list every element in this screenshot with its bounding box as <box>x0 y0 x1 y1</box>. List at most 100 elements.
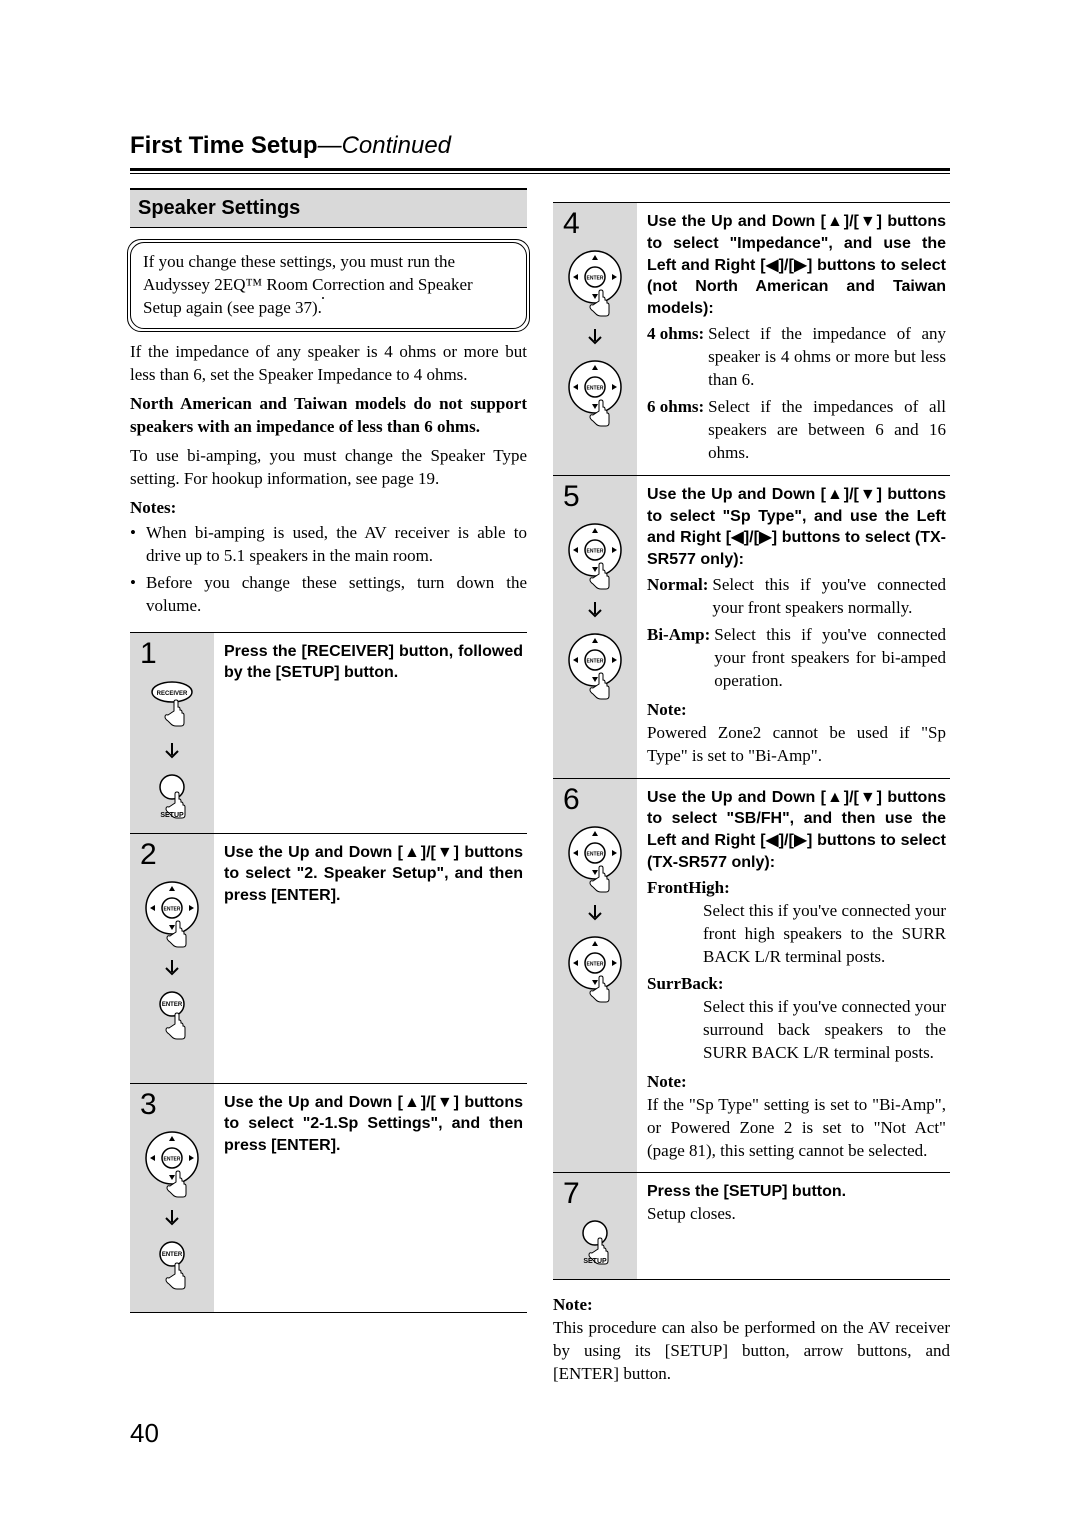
arrow-down-icon <box>565 327 625 349</box>
dpad-icon <box>142 878 202 950</box>
step-number: 7 <box>563 1179 580 1209</box>
dpad-icon <box>565 630 625 702</box>
step: 1 RECEIVER SETUP Press the [RECEIVER] butto… <box>130 632 527 833</box>
step-icon-column: 1 RECEIVER SETUP <box>130 633 214 833</box>
page-title: First Time Setup—Continued <box>130 130 950 162</box>
dpad-icon <box>565 247 625 319</box>
dpad-icon <box>565 933 625 1005</box>
step-lead: Use the Up and Down [▲]/[▼] buttons to s… <box>224 842 523 907</box>
title-rule <box>130 168 950 174</box>
step-lead: Use the Up and Down [▲]/[▼] buttons to s… <box>647 787 946 873</box>
step-lead: Use the Up and Down [▲]/[▼] buttons to s… <box>647 484 946 570</box>
page-title-continued: —Continued <box>318 132 451 159</box>
dpad-icon <box>142 1128 202 1200</box>
intro-p3: To use bi-amping, you must change the Sp… <box>130 445 527 491</box>
note-bullet: When bi-amping is used, the AV receiver … <box>130 522 527 568</box>
definition-row: 6 ohms: Select if the impedances of all … <box>647 396 946 465</box>
step: 7 SETUP Press the [SETUP] button.Setup clo… <box>553 1172 950 1280</box>
step-text-column: Use the Up and Down [▲]/[▼] buttons to s… <box>637 779 950 1173</box>
step-number: 3 <box>140 1090 157 1120</box>
step-text-column: Use the Up and Down [▲]/[▼] buttons to s… <box>214 1084 527 1312</box>
svg-text:SETUP: SETUP <box>583 1258 607 1265</box>
step: 4 Use the Up and Down [▲]/[▼] buttons to … <box>553 202 950 475</box>
notes-list: When bi-amping is used, the AV receiver … <box>130 522 527 618</box>
svg-text:RECEIVER: RECEIVER <box>157 691 188 697</box>
step-lead: Use the Up and Down [▲]/[▼] buttons to s… <box>647 211 946 319</box>
notes-label: Notes: <box>130 497 527 520</box>
definition-term: Bi-Amp: <box>647 624 710 693</box>
arrow-down-icon <box>565 903 625 925</box>
definition-text: Select this if you've connected your fro… <box>712 574 946 620</box>
svg-text:SETUP: SETUP <box>160 812 184 819</box>
step-note-label: Note: <box>647 1071 946 1094</box>
arrow-down-icon <box>565 600 625 622</box>
definition-text: Select if the impedance of any speaker i… <box>708 323 946 392</box>
step-icon-column: 6 <box>553 779 637 1173</box>
dpad-icon <box>565 823 625 895</box>
setup-button-icon: SETUP <box>565 1217 625 1269</box>
definition-text: Select this if you've connected your fro… <box>647 900 946 969</box>
setup-button-icon: SETUP <box>142 771 202 823</box>
footer-note-label: Note: <box>553 1294 950 1317</box>
callout-text: If you change these settings, you must r… <box>143 252 473 317</box>
step-lead: Use the Up and Down [▲]/[▼] buttons to s… <box>224 1092 523 1157</box>
svg-text:ENTER: ENTER <box>162 1002 183 1008</box>
footer-note-text: This procedure can also be performed on … <box>553 1317 950 1386</box>
step-text-column: Use the Up and Down [▲]/[▼] buttons to s… <box>214 834 527 1083</box>
footer-note: Note: This procedure can also be perform… <box>553 1294 950 1386</box>
enter-button-icon: ENTER <box>142 988 202 1044</box>
step-note-text: Powered Zone2 cannot be used if "Sp Type… <box>647 722 946 768</box>
intro-p1: If the impedance of any speaker is 4 ohm… <box>130 341 527 387</box>
definition-row: Bi-Amp: Select this if you've connected … <box>647 624 946 693</box>
step-text-column: Use the Up and Down [▲]/[▼] buttons to s… <box>637 203 950 475</box>
dpad-icon <box>565 357 625 429</box>
step-number: 5 <box>563 482 580 512</box>
arrow-down-icon <box>142 958 202 980</box>
step-number: 2 <box>140 840 157 870</box>
definition-text: Select this if you've connected your sur… <box>647 996 946 1065</box>
left-steps: 1 RECEIVER SETUP Press the [RECEIVER] butto… <box>130 632 527 1313</box>
step-icon-column: 2 ENTER <box>130 834 214 1083</box>
step-icon-column: 4 <box>553 203 637 475</box>
step: 3 ENTER Use the Up and Down [▲]/[▼] button… <box>130 1083 527 1313</box>
dpad-icon <box>565 520 625 592</box>
step-text-column: Press the [SETUP] button.Setup closes. <box>637 1173 950 1279</box>
receiver-button-icon: RECEIVER <box>142 677 202 733</box>
step-text-column: Use the Up and Down [▲]/[▼] buttons to s… <box>637 476 950 778</box>
step-lead: Press the [SETUP] button. <box>647 1181 946 1203</box>
page-title-text: First Time Setup <box>130 132 318 159</box>
step: 5 Use the Up and Down [▲]/[▼] buttons to … <box>553 475 950 778</box>
step-text-column: Press the [RECEIVER] button, followed by… <box>214 633 527 833</box>
step-number: 4 <box>563 209 580 239</box>
page-number: 40 <box>130 1416 950 1451</box>
arrow-down-icon <box>142 741 202 763</box>
definition-term: Normal: <box>647 574 708 620</box>
right-column: 4 Use the Up and Down [▲]/[▼] buttons to … <box>553 188 950 1386</box>
step-icon-column: 3 ENTER <box>130 1084 214 1312</box>
callout-box: If you change these settings, you must r… <box>130 242 527 329</box>
definition-text: Select if the impedances of all speakers… <box>708 396 946 465</box>
step-after-text: Setup closes. <box>647 1203 946 1226</box>
definition-text: Select this if you've connected your fro… <box>714 624 946 693</box>
right-steps: 4 Use the Up and Down [▲]/[▼] buttons to … <box>553 202 950 1280</box>
definition-term: 4 ohms: <box>647 323 704 392</box>
arrow-down-icon <box>142 1208 202 1230</box>
section-header: Speaker Settings <box>130 188 527 228</box>
svg-text:ENTER: ENTER <box>162 1252 183 1258</box>
step-number: 6 <box>563 785 580 815</box>
step-lead: Press the [RECEIVER] button, followed by… <box>224 641 523 684</box>
step-note-text: If the "Sp Type" setting is set to "Bi-A… <box>647 1094 946 1163</box>
definition-term: FrontHigh: <box>647 878 730 897</box>
definition-row: 4 ohms: Select if the impedance of any s… <box>647 323 946 392</box>
definition-row: Normal: Select this if you've connected … <box>647 574 946 620</box>
step-number: 1 <box>140 639 157 669</box>
enter-button-icon: ENTER <box>142 1238 202 1294</box>
intro-p2: North American and Taiwan models do not … <box>130 393 527 439</box>
note-bullet: Before you change these settings, turn d… <box>130 572 527 618</box>
definition-term: SurrBack: <box>647 974 724 993</box>
definition-term: 6 ohms: <box>647 396 704 465</box>
step: 2 ENTER Use the Up and Down [▲]/[▼] button… <box>130 833 527 1083</box>
step-icon-column: 5 <box>553 476 637 778</box>
left-column: Speaker Settings If you change these set… <box>130 188 527 1386</box>
step-note-label: Note: <box>647 699 946 722</box>
